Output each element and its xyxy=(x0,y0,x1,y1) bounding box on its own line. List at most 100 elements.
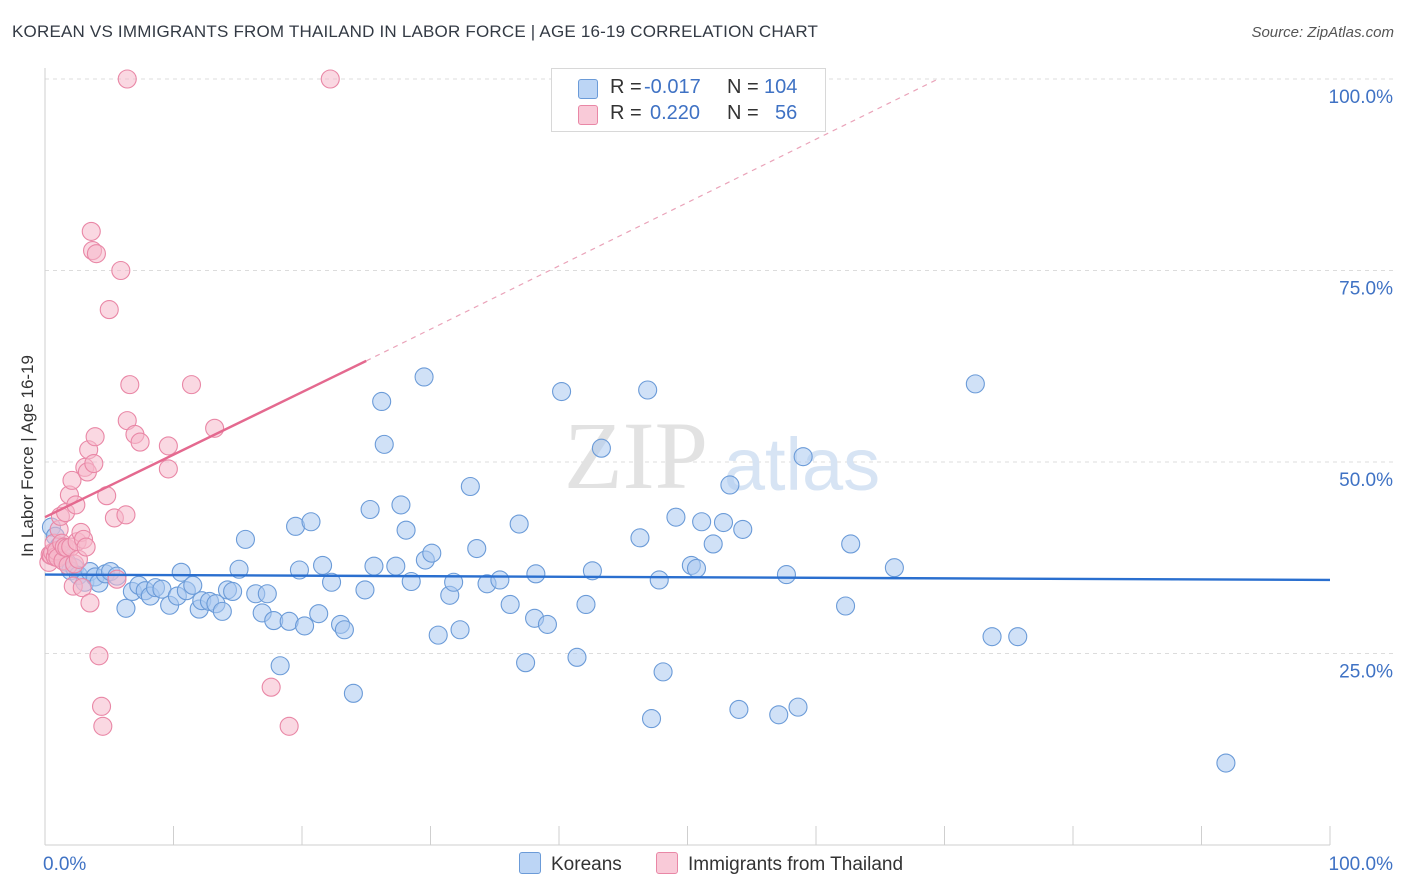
korean-point xyxy=(1216,753,1236,773)
korean-point xyxy=(653,662,673,682)
thai-point xyxy=(80,593,100,613)
thai-point xyxy=(116,505,136,525)
korean-point xyxy=(422,543,442,563)
korean-point xyxy=(391,495,411,515)
korean-point xyxy=(1008,627,1028,647)
korean-point xyxy=(364,556,384,576)
thai-point xyxy=(99,300,119,320)
thai-point xyxy=(117,69,137,89)
legend-row-koreans: R = -0.017 N = 104 xyxy=(552,75,825,101)
y-tick-label: 25.0% xyxy=(1339,662,1393,683)
korean-point xyxy=(666,507,686,527)
korean-point xyxy=(649,570,669,590)
thai-point xyxy=(279,716,299,736)
x-tick-label: 100.0% xyxy=(1329,854,1394,875)
stats-legend: R = -0.017 N = 104 R = 0.220 N = 56 xyxy=(551,68,826,132)
thai-point xyxy=(181,375,202,395)
thai-point xyxy=(111,260,131,281)
korean-point xyxy=(567,647,587,667)
legend-item-thai: Immigrants from Thailand xyxy=(656,852,903,876)
thai-point xyxy=(158,459,178,479)
korean-point xyxy=(576,594,596,615)
thai-legend-swatch xyxy=(656,852,678,874)
thai-point xyxy=(76,537,96,557)
korean-point xyxy=(223,581,243,602)
n-label: N = xyxy=(727,102,759,124)
thai-point xyxy=(320,69,340,89)
y-tick-label: 75.0% xyxy=(1339,279,1393,300)
korean-point xyxy=(334,620,354,640)
korean-point xyxy=(444,572,464,592)
korean-point xyxy=(516,653,536,673)
n-value: 104 xyxy=(764,76,798,98)
n-value: 56 xyxy=(775,102,798,124)
korean-point xyxy=(490,570,510,590)
korean-point xyxy=(355,580,375,600)
thai-point xyxy=(84,453,104,474)
korean-point xyxy=(295,616,315,636)
tick-labels: 25.0% 50.0% 75.0% 100.0% 0.0% 100.0% xyxy=(43,87,1393,875)
thai-point xyxy=(86,244,106,264)
korean-point xyxy=(733,519,753,539)
thai-point xyxy=(85,427,105,447)
korean-point xyxy=(793,447,813,467)
korean-point xyxy=(526,564,546,584)
korean-point xyxy=(686,558,707,579)
r-label: R = xyxy=(610,76,642,98)
thai-point xyxy=(62,470,82,490)
thai-trend-line xyxy=(44,359,367,519)
korean-point xyxy=(386,556,406,576)
r-value: -0.017 xyxy=(644,76,701,98)
korean-point xyxy=(374,434,394,454)
korean-point xyxy=(212,601,232,621)
korean-point xyxy=(836,596,856,616)
korean-point xyxy=(841,534,861,554)
thai-points xyxy=(39,69,340,736)
korean-point xyxy=(116,598,136,618)
korean-point xyxy=(372,391,392,412)
korean-point xyxy=(460,476,480,497)
korean-point xyxy=(630,528,650,548)
korean-point xyxy=(713,512,734,533)
korean-point xyxy=(500,594,520,615)
thai-point xyxy=(261,677,281,697)
legend-item-koreans: Koreans xyxy=(519,852,622,876)
trend-lines xyxy=(44,78,1331,582)
korean-point xyxy=(769,705,789,725)
korean-point xyxy=(322,572,342,592)
korean-point xyxy=(301,512,321,532)
y-tick-label: 50.0% xyxy=(1339,470,1393,491)
korean-point xyxy=(729,699,749,719)
koreans-legend-swatch xyxy=(519,852,541,874)
korean-point xyxy=(509,514,529,534)
korean-point xyxy=(313,555,333,575)
korean-point xyxy=(270,656,290,676)
y-tick-label: 100.0% xyxy=(1329,87,1394,108)
korean-point xyxy=(692,512,712,532)
korean-point xyxy=(591,438,611,458)
y-axis-label: In Labor Force | Age 16-19 xyxy=(18,355,37,557)
thai-point xyxy=(72,578,92,598)
korean-point xyxy=(884,558,904,578)
source-label: Source: ZipAtlas.com xyxy=(1251,24,1394,41)
korean-point xyxy=(229,559,249,579)
n-label: N = xyxy=(727,76,759,98)
koreans-swatch xyxy=(578,79,598,99)
thai-point xyxy=(130,432,150,452)
korean-point xyxy=(638,380,658,400)
korean-point xyxy=(776,565,796,585)
thai-point xyxy=(81,221,101,241)
korean-point xyxy=(235,529,256,549)
korean-point xyxy=(552,381,572,402)
legend-row-thai: R = 0.220 N = 56 xyxy=(552,101,825,127)
korean-point xyxy=(641,709,662,729)
watermark-zip: ZIP xyxy=(564,402,708,509)
koreans-legend-label: Koreans xyxy=(551,854,622,875)
korean-point xyxy=(450,620,470,640)
watermark: ZIP atlas xyxy=(564,402,880,509)
chart-title: KOREAN VS IMMIGRANTS FROM THAILAND IN LA… xyxy=(12,22,819,41)
korean-point xyxy=(428,625,448,645)
thai-point xyxy=(93,716,113,736)
korean-point xyxy=(982,627,1002,647)
axes xyxy=(44,68,1331,846)
